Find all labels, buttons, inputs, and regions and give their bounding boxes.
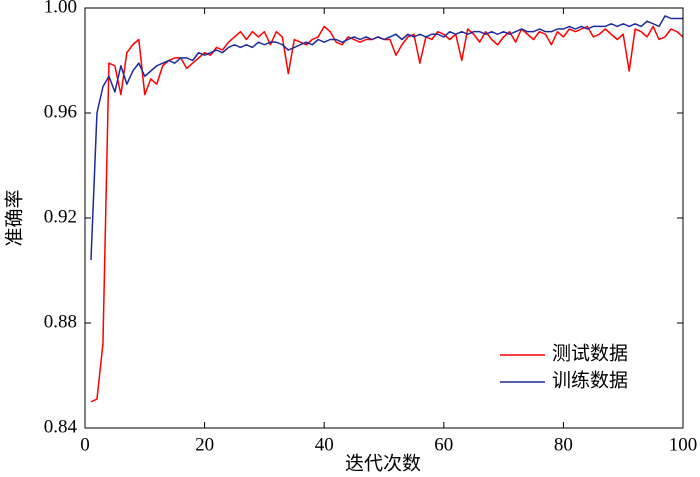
- x-tick-label: 60: [434, 434, 453, 455]
- x-tick-label: 0: [80, 434, 90, 455]
- plot-frame: [84, 7, 684, 429]
- x-tick-label: 80: [554, 434, 573, 455]
- y-tick-label: 1.00: [44, 0, 77, 17]
- y-axis-label: 准确率: [3, 189, 25, 246]
- legend-label: 训练数据: [552, 369, 628, 391]
- y-tick-label: 0.96: [44, 101, 77, 122]
- legend-label: 测试数据: [552, 342, 628, 364]
- x-axis-label: 迭代次数: [345, 452, 421, 474]
- y-tick-label: 0.84: [44, 416, 78, 437]
- series-line: [90, 15, 683, 261]
- x-tick-label: 20: [195, 434, 214, 455]
- x-tick-label: 100: [669, 434, 698, 455]
- y-tick-label: 0.88: [44, 311, 77, 332]
- x-tick-label: 40: [315, 434, 334, 455]
- y-tick-label: 0.92: [44, 206, 77, 227]
